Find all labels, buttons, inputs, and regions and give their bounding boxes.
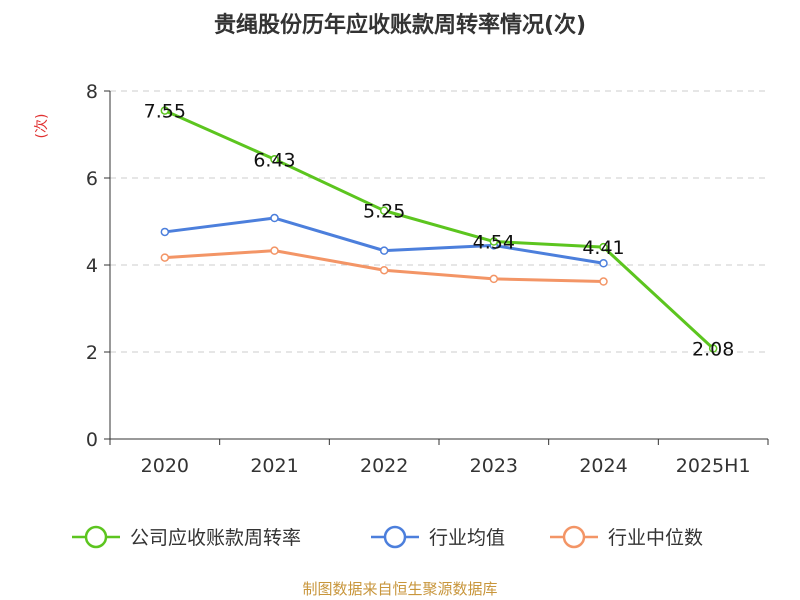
data-point[interactable]	[599, 259, 608, 268]
data-point[interactable]	[708, 344, 718, 353]
y-tick-label: 4	[86, 255, 98, 277]
legend-marker-icon	[84, 525, 108, 549]
legend-item[interactable]: 行业中位数	[550, 525, 703, 549]
y-tick-label: 6	[86, 168, 98, 190]
legend-item[interactable]: 公司应收账款周转率	[72, 525, 301, 549]
legend-marker-icon	[562, 525, 586, 549]
legend-label: 行业中位数	[608, 527, 703, 549]
chart-title: 贵绳股份历年应收账款周转率情况(次)	[214, 12, 586, 38]
x-tick-label: 2023	[470, 455, 518, 477]
x-tick-label: 2022	[360, 455, 408, 477]
x-tick-label: 2025H1	[676, 455, 751, 477]
data-label: 4.41	[582, 237, 624, 259]
legend-marker-icon	[383, 525, 407, 549]
data-point[interactable]	[599, 277, 608, 286]
data-point[interactable]	[379, 265, 389, 275]
y-tick-label: 2	[86, 342, 98, 364]
data-label: 4.54	[473, 232, 515, 254]
legend-label: 公司应收账款周转率	[130, 527, 301, 549]
y-tick-label: 8	[86, 81, 98, 103]
x-tick-label: 2024	[579, 455, 627, 477]
legend[interactable]: 公司应收账款周转率 行业均值 行业中位数	[72, 525, 703, 549]
data-point[interactable]	[379, 206, 389, 215]
data-point[interactable]	[270, 155, 279, 164]
axes: 0 2 4 6 8 2020 2021 2022 2023 2024 2025H1	[86, 81, 769, 477]
data-point[interactable]	[599, 242, 608, 252]
x-tick-label: 2021	[250, 455, 298, 477]
series-layer	[160, 106, 718, 353]
source-note: 制图数据来自恒生聚源数据库	[302, 580, 497, 598]
data-label: 2.08	[692, 339, 734, 361]
series-line	[164, 109, 715, 350]
data-point[interactable]	[160, 227, 170, 237]
series-line	[164, 216, 604, 265]
data-label: 5.25	[363, 201, 405, 223]
data-point[interactable]	[489, 274, 499, 284]
data-point[interactable]	[160, 253, 170, 262]
data-point[interactable]	[379, 246, 389, 255]
data-point[interactable]	[160, 106, 170, 115]
legend-item[interactable]: 行业均值	[371, 525, 505, 549]
data-point[interactable]	[489, 237, 499, 246]
y-tick-label: 0	[86, 429, 98, 451]
y-axis-label: (次)	[34, 114, 50, 139]
legend-label: 行业均值	[429, 527, 505, 549]
data-point[interactable]	[270, 213, 279, 223]
data-label: 7.55	[144, 101, 186, 123]
data-label: 6.43	[253, 149, 295, 171]
data-point[interactable]	[270, 246, 279, 255]
data-label-layer: 7.55 6.43 5.25 4.54 4.41 2.08	[144, 101, 735, 361]
x-tick-label: 2020	[141, 455, 189, 477]
